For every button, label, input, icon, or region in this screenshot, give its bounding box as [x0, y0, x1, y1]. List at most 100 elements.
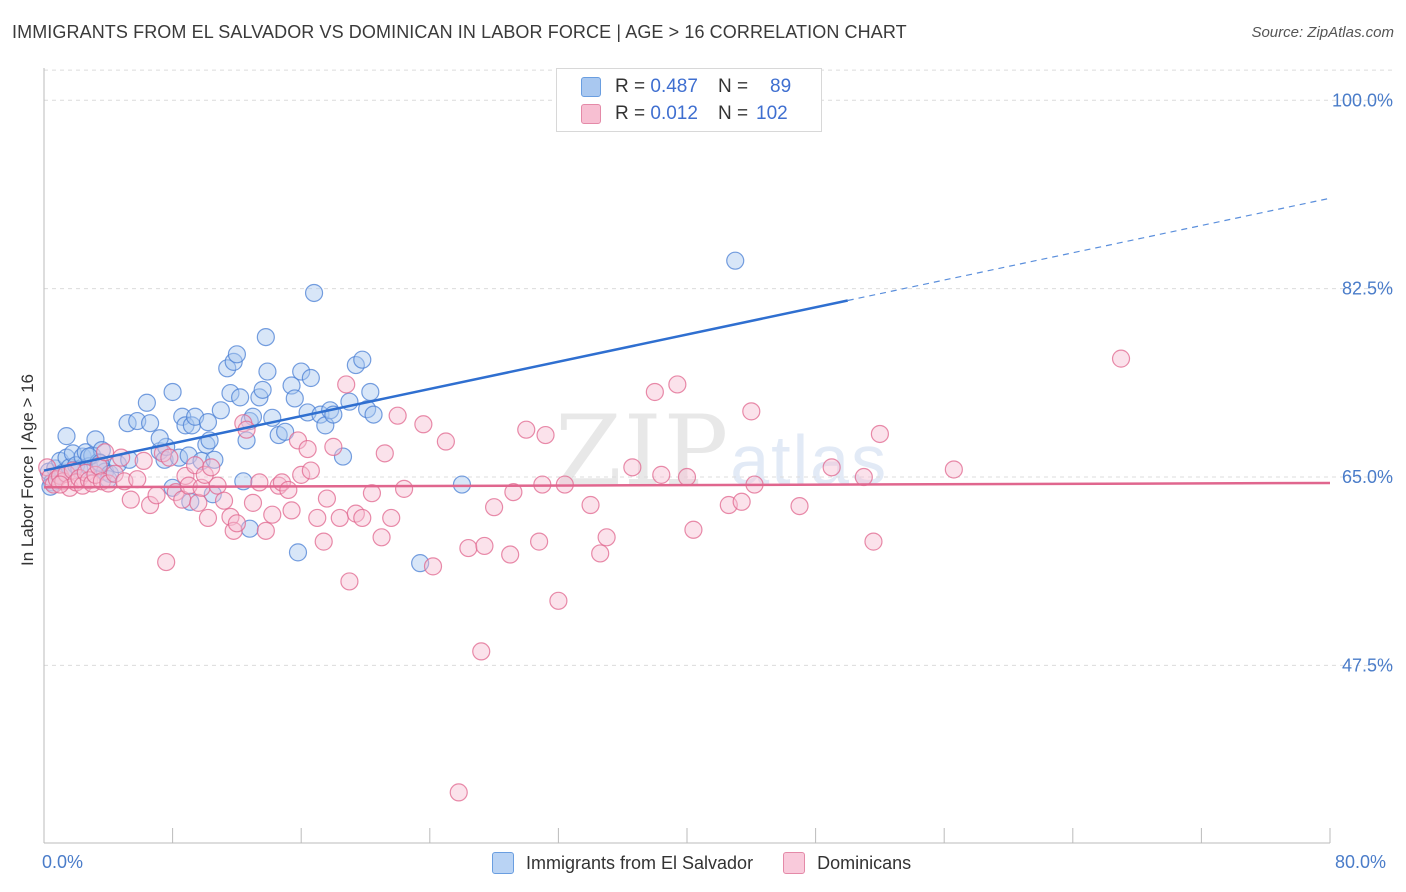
data-point: [253, 380, 272, 399]
legend-label: Dominicans: [817, 852, 912, 873]
data-point: [337, 375, 356, 394]
data-point: [140, 495, 160, 515]
y-tick-label: 47.5%: [1342, 655, 1393, 675]
y-tick-label: 82.5%: [1342, 279, 1393, 299]
watermark-zip: ZIP: [555, 395, 731, 507]
data-point: [105, 464, 124, 483]
data-point: [333, 447, 353, 466]
data-point: [231, 388, 250, 407]
data-point: [195, 465, 214, 484]
data-point: [134, 451, 153, 470]
data-point: [292, 362, 311, 381]
data-point: [304, 283, 324, 303]
data-point: [1111, 349, 1131, 368]
trend-line-el-salvador: [43, 299, 849, 472]
data-point: [202, 458, 221, 477]
legend-n-value: 89: [770, 76, 792, 97]
data-point: [163, 382, 182, 402]
data-point: [112, 448, 131, 467]
data-point: [372, 528, 391, 547]
y-tick-label: 100.0%: [1332, 90, 1393, 110]
data-point: [282, 501, 301, 520]
data-point: [822, 458, 841, 477]
data-point: [121, 490, 140, 509]
source-label: Source: ZipAtlas.com: [1251, 24, 1394, 41]
data-point: [186, 456, 205, 475]
data-point: [137, 393, 156, 412]
data-point: [362, 484, 382, 503]
data-point: [388, 406, 407, 425]
legend-r-label: R =: [615, 76, 646, 97]
data-point: [790, 496, 809, 516]
data-point: [221, 507, 240, 526]
data-point: [301, 368, 320, 388]
data-point: [214, 491, 234, 510]
legend-label: Immigrants from El Salvador: [526, 852, 754, 873]
data-point: [517, 420, 536, 439]
legend-r-label: R =: [615, 103, 646, 124]
axes: [43, 68, 1331, 844]
data-point: [864, 532, 883, 551]
data-point: [597, 528, 616, 547]
data-point: [382, 508, 401, 528]
data-point: [288, 543, 308, 562]
data-point: [256, 327, 275, 347]
data-point: [218, 359, 237, 378]
legend-n-value: 102: [756, 103, 788, 124]
data-point: [128, 470, 147, 489]
data-point: [211, 401, 230, 420]
x-tick-min: 0.0%: [42, 852, 84, 872]
data-point: [258, 362, 277, 381]
data-point: [414, 415, 433, 434]
data-point: [227, 514, 246, 533]
data-point: [301, 461, 320, 480]
data-point: [198, 413, 218, 432]
data-point: [285, 389, 304, 408]
legend-n-label: N =: [717, 103, 749, 124]
legend-swatch: [492, 852, 514, 874]
data-point: [308, 508, 327, 528]
data-point: [677, 467, 697, 487]
data-point: [221, 383, 240, 403]
data-point: [485, 498, 504, 517]
data-point: [157, 552, 176, 572]
watermark: ZIPatlas: [555, 395, 888, 507]
data-point: [652, 465, 671, 484]
legend-row-dominicans: R = 0.012 N = 102: [581, 102, 788, 126]
data-point: [436, 432, 455, 451]
data-point: [530, 532, 549, 551]
trend-line-el-salvador-extension: [847, 197, 1331, 302]
trend-line-dominicans: [43, 481, 1331, 489]
data-point: [742, 402, 761, 421]
data-point: [263, 505, 282, 524]
data-point: [591, 544, 610, 563]
y-tick-labels: 47.5% 65.0% 82.5% 100.0%: [1332, 90, 1393, 675]
data-point: [292, 465, 311, 484]
data-point: [227, 345, 246, 364]
legend-swatch-dominicans: [581, 104, 601, 124]
data-point: [623, 458, 642, 477]
data-point: [394, 479, 414, 498]
trend-lines: [43, 197, 1331, 489]
legend-r-value: 0.012: [650, 103, 698, 124]
data-point: [189, 493, 208, 512]
data-point: [459, 538, 478, 558]
legend-swatch-el-salvador: [581, 77, 601, 97]
data-point: [944, 460, 963, 479]
data-point: [147, 486, 166, 505]
x-tick-max: 80.0%: [1335, 852, 1387, 872]
data-point: [250, 473, 269, 492]
data-point: [581, 495, 600, 515]
data-point: [160, 448, 179, 467]
data-point: [668, 375, 687, 394]
data-point: [472, 642, 491, 661]
data-point: [57, 427, 76, 446]
data-point: [340, 572, 359, 591]
legend-item-el-salvador: Immigrants from El Salvador: [492, 852, 753, 874]
series-legend: Immigrants from El Salvador Dominicans: [492, 852, 941, 874]
data-point: [243, 493, 263, 512]
data-point: [645, 382, 664, 402]
legend-item-dominicans: Dominicans: [783, 852, 911, 874]
legend-row-el-salvador: R = 0.487 N = 89: [581, 75, 791, 99]
data-point: [237, 431, 256, 450]
